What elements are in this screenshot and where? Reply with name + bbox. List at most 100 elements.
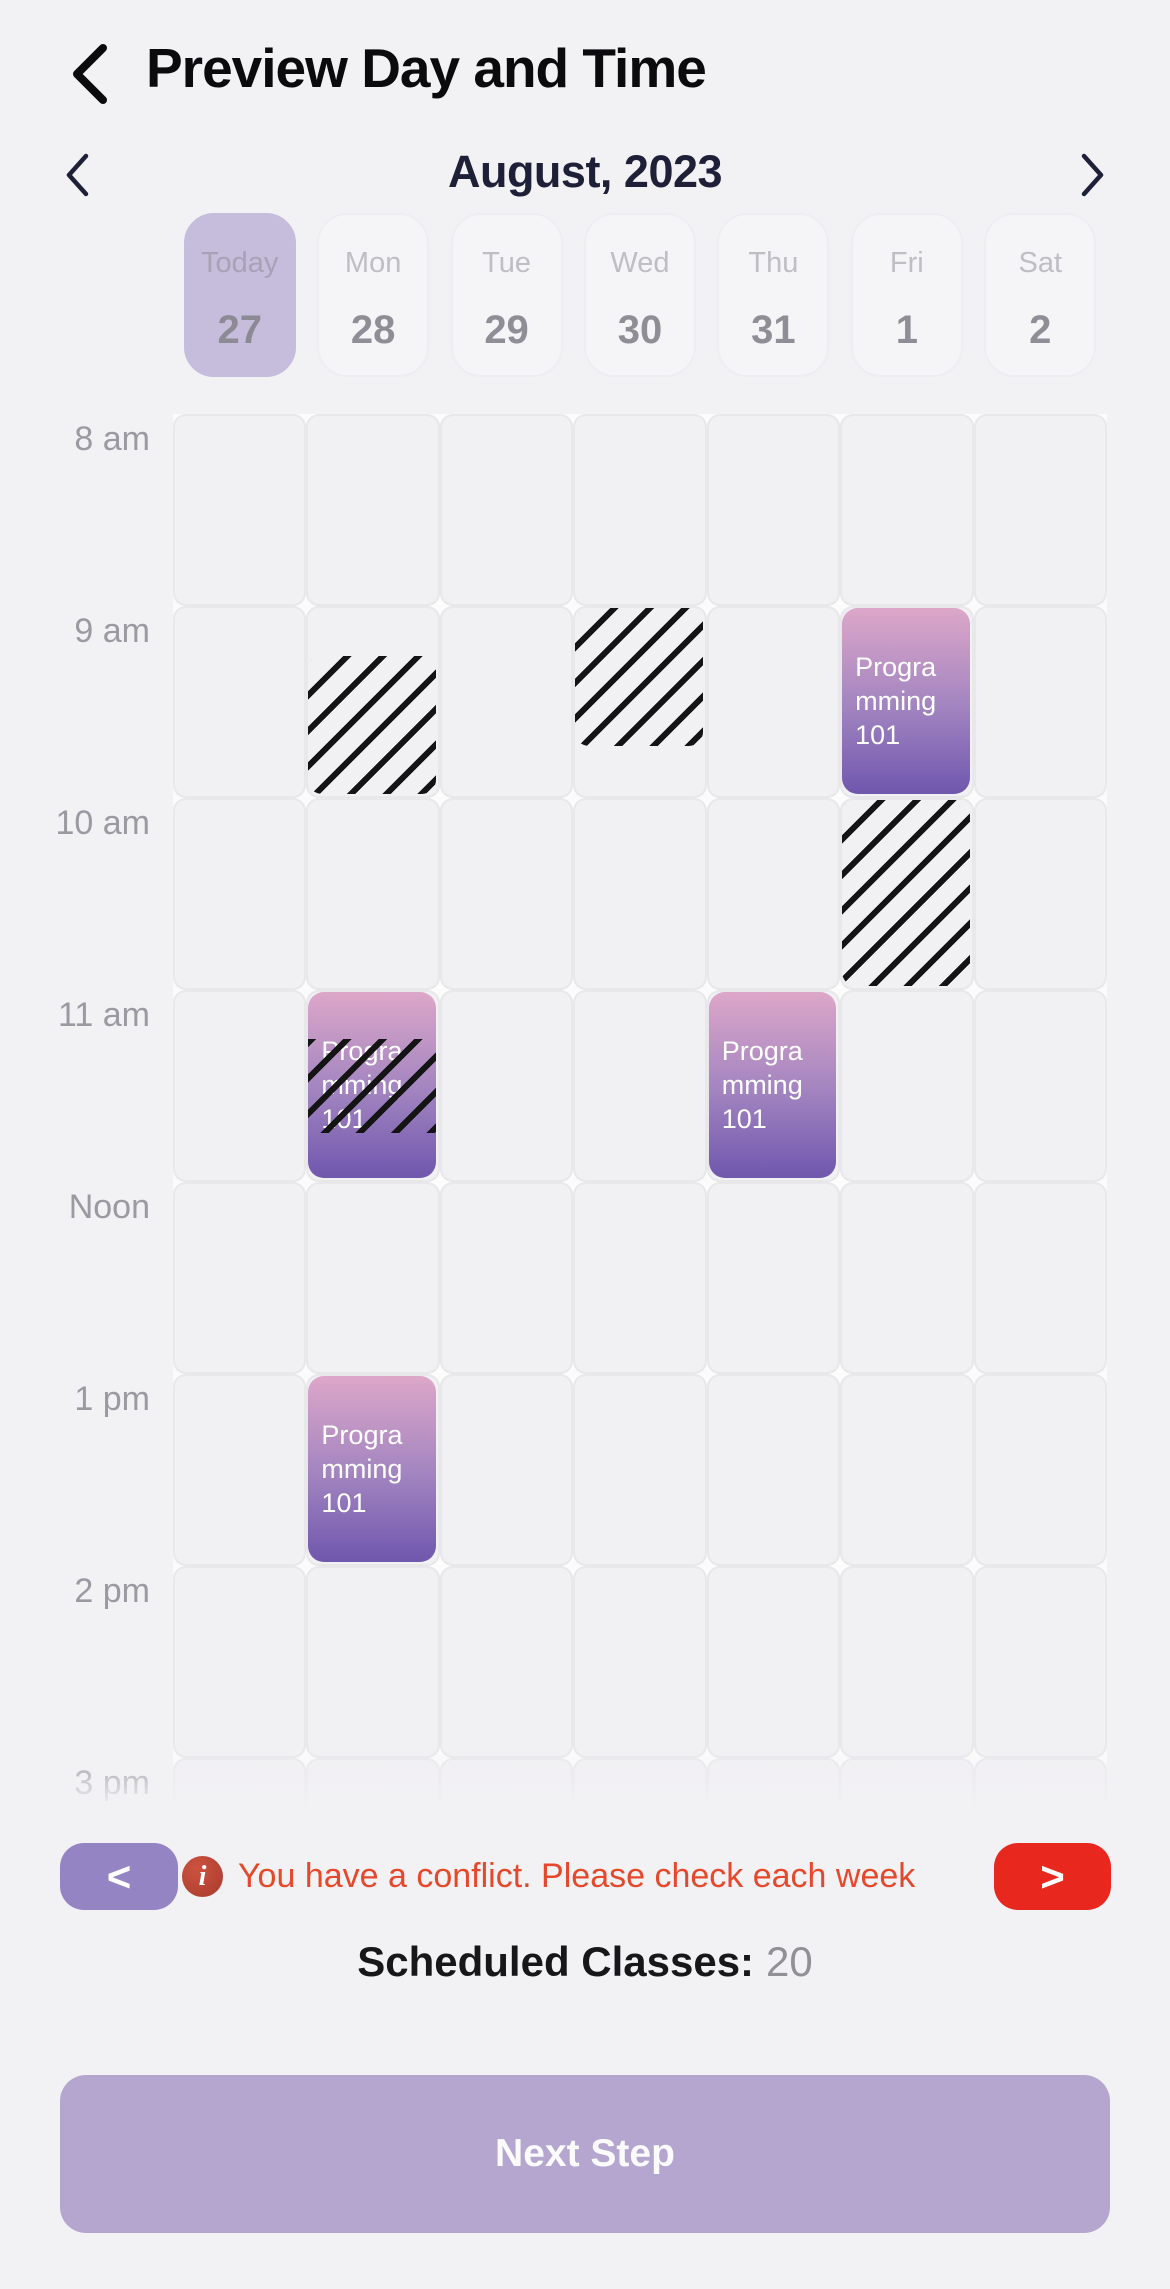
grid-cell bbox=[173, 990, 307, 1182]
next-step-button[interactable]: Next Step bbox=[60, 2075, 1110, 2233]
day-name-label: Tue bbox=[482, 247, 532, 279]
grid-cell bbox=[706, 606, 841, 798]
day-name-label: Mon bbox=[344, 247, 402, 279]
grid-cell bbox=[706, 1182, 841, 1374]
chevron-left-icon bbox=[64, 152, 90, 198]
time-label: 11 am bbox=[58, 996, 150, 1034]
grid-cell bbox=[439, 606, 574, 798]
grid-cell bbox=[573, 1374, 707, 1566]
prev-month-button[interactable] bbox=[52, 150, 102, 200]
chevron-right-icon bbox=[1080, 152, 1106, 198]
day-name-label: Thu bbox=[748, 247, 799, 279]
grid-cell bbox=[840, 1374, 974, 1566]
day-name-label: Today bbox=[201, 247, 279, 279]
unavailable-slot-hatch bbox=[308, 656, 436, 794]
unavailable-slot-hatch bbox=[575, 608, 703, 746]
day-pill-fri[interactable]: Fri 1 bbox=[850, 213, 963, 377]
conflict-message: You have a conflict. Please check each w… bbox=[238, 1857, 916, 1895]
grid-cell bbox=[439, 1374, 574, 1566]
next-month-button[interactable] bbox=[1068, 150, 1118, 200]
events-layer: Progra mming 101 Progra mming 101 Progra mming 1… bbox=[173, 414, 1107, 1812]
grid-cell bbox=[706, 414, 841, 606]
grid-cell bbox=[439, 414, 574, 606]
grid-cell bbox=[306, 798, 440, 990]
week-day-strip: Today 27 Mon 28 Tue 29 Wed 30 Thu 31 Fri 1 Sat 2 bbox=[173, 213, 1107, 379]
grid-cell bbox=[173, 1566, 307, 1758]
grid-cell bbox=[173, 1374, 307, 1566]
grid-cell bbox=[439, 1758, 574, 1812]
header: Preview Day and Time bbox=[0, 28, 1170, 118]
grid-cell bbox=[439, 990, 574, 1182]
chevron-left-icon bbox=[70, 43, 108, 105]
back-button[interactable] bbox=[64, 42, 114, 106]
grid-cell bbox=[973, 414, 1107, 606]
grid-cell bbox=[973, 1182, 1107, 1374]
grid-cell bbox=[973, 990, 1107, 1182]
day-number-label: 2 bbox=[1029, 308, 1052, 352]
day-pill-today[interactable]: Today 27 bbox=[183, 213, 296, 377]
prev-week-button[interactable]: < bbox=[60, 1843, 178, 1910]
grid-cell bbox=[973, 1758, 1107, 1812]
month-nav: August, 2023 bbox=[0, 138, 1170, 208]
time-gutter: 8 am 9 am 10 am 11 am Noon 1 pm 2 pm 3 pm bbox=[0, 414, 151, 1812]
time-label: 2 pm bbox=[74, 1572, 150, 1610]
grid-cell bbox=[706, 1374, 841, 1566]
grid-cell bbox=[173, 606, 307, 798]
grid-cell bbox=[706, 798, 841, 990]
grid-cell bbox=[973, 606, 1107, 798]
day-pill-sat[interactable]: Sat 2 bbox=[984, 213, 1097, 377]
time-label: 9 am bbox=[74, 612, 150, 650]
time-label: 10 am bbox=[55, 804, 151, 842]
grid-cell bbox=[573, 1182, 707, 1374]
day-number-label: 31 bbox=[751, 308, 796, 352]
grid-cell bbox=[573, 414, 707, 606]
day-number-label: 1 bbox=[895, 308, 918, 352]
day-pill-tue[interactable]: Tue 29 bbox=[450, 213, 563, 377]
grid-cell bbox=[573, 990, 707, 1182]
grid-cell bbox=[573, 1758, 707, 1812]
grid-cell bbox=[573, 1566, 707, 1758]
next-week-button[interactable]: > bbox=[994, 1843, 1111, 1910]
grid-cell bbox=[706, 1758, 841, 1812]
grid-cell bbox=[840, 1566, 974, 1758]
day-pill-thu[interactable]: Thu 31 bbox=[717, 213, 830, 377]
scheduled-classes-label: Scheduled Classes: bbox=[357, 1938, 755, 1985]
grid-cell bbox=[173, 798, 307, 990]
month-label: August, 2023 bbox=[447, 146, 723, 197]
grid-cell bbox=[306, 1182, 440, 1374]
time-label: 1 pm bbox=[74, 1380, 150, 1418]
grid-cell bbox=[840, 990, 974, 1182]
time-label: Noon bbox=[68, 1188, 150, 1226]
scheduled-classes-line: Scheduled Classes: 20 bbox=[0, 1938, 1170, 1986]
day-number-label: 29 bbox=[484, 308, 529, 352]
grid-cell bbox=[706, 1566, 841, 1758]
day-name-label: Fri bbox=[889, 247, 924, 279]
grid-cell bbox=[973, 798, 1107, 990]
day-number-label: 27 bbox=[217, 308, 262, 352]
grid-cell bbox=[306, 414, 440, 606]
page-title: Preview Day and Time bbox=[146, 37, 707, 99]
grid-cell bbox=[973, 1374, 1107, 1566]
grid-cell bbox=[840, 1758, 974, 1812]
conflict-hatch-overlay bbox=[308, 1038, 436, 1134]
info-icon: i bbox=[182, 1856, 223, 1897]
day-name-label: Wed bbox=[610, 247, 670, 279]
grid-cell bbox=[439, 798, 574, 990]
grid-cell bbox=[306, 1758, 440, 1812]
day-pill-mon[interactable]: Mon 28 bbox=[317, 213, 430, 377]
day-number-label: 28 bbox=[350, 308, 396, 352]
day-name-label: Sat bbox=[1018, 247, 1063, 279]
unavailable-slot-hatch bbox=[842, 800, 970, 986]
day-pill-wed[interactable]: Wed 30 bbox=[583, 213, 696, 377]
day-number-label: 30 bbox=[617, 308, 663, 352]
scheduled-classes-count: 20 bbox=[766, 1938, 813, 1985]
grid-cell bbox=[306, 1566, 440, 1758]
